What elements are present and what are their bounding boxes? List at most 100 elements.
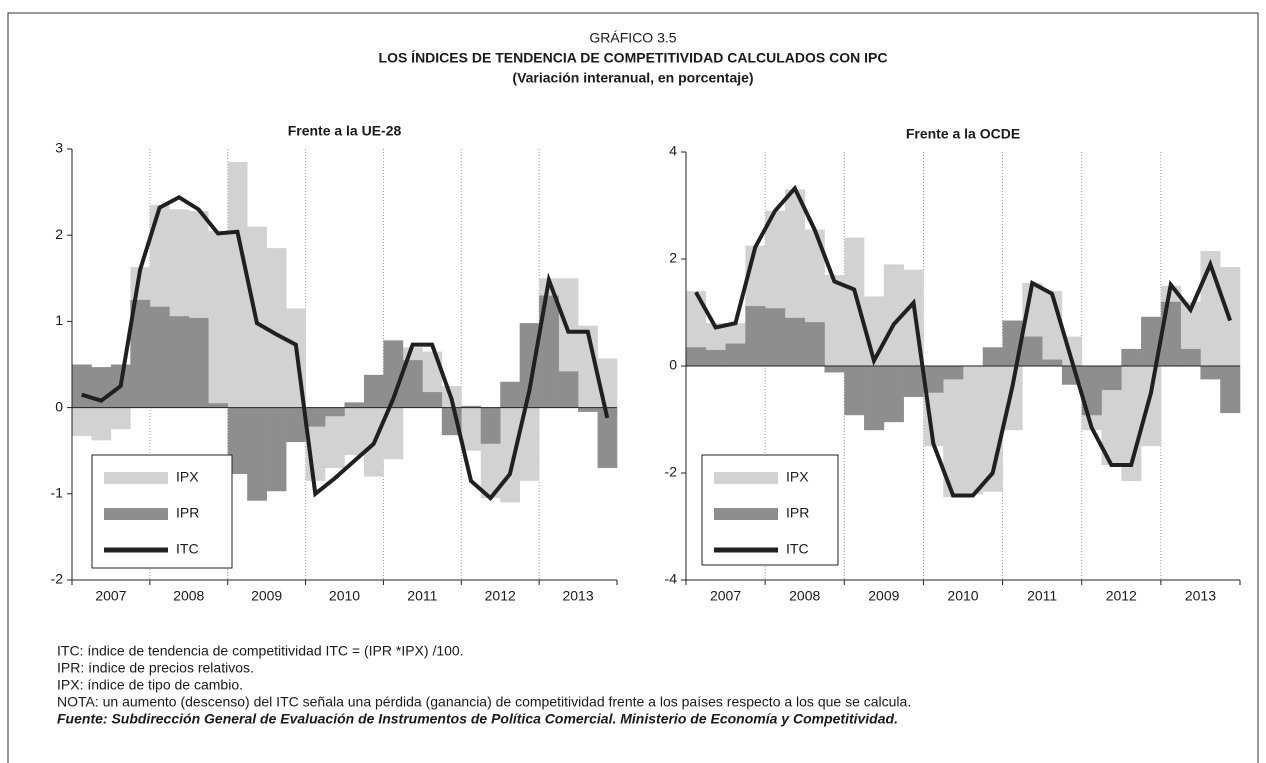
x-tick-label: 2010 [329, 588, 360, 604]
bar [519, 323, 540, 408]
legend-label: ITC [176, 541, 199, 557]
legend-label: ITC [786, 541, 809, 557]
y-tick-label: 3 [55, 140, 63, 156]
x-tick-label: 2008 [173, 588, 204, 604]
bar [923, 366, 944, 393]
line [694, 184, 1232, 498]
bar [344, 402, 365, 408]
bar [461, 407, 482, 451]
bar [383, 340, 404, 408]
bar [686, 347, 707, 366]
bar [72, 407, 92, 437]
panel-title: Frente a la UE-28 [288, 123, 402, 139]
bar [1180, 348, 1201, 366]
bar [1200, 366, 1221, 380]
bar [208, 230, 229, 408]
bar [1141, 366, 1162, 447]
x-tick-label: 2011 [1027, 588, 1057, 604]
bar [784, 317, 806, 366]
legend-label: IPX [786, 469, 809, 485]
x-tick-label: 2013 [1185, 588, 1216, 604]
bar [110, 407, 131, 430]
bar [1081, 366, 1102, 416]
bar [982, 347, 1003, 366]
y-tick-label: 4 [669, 143, 677, 159]
bar [480, 407, 501, 444]
legend-swatch [104, 508, 168, 520]
bar [1101, 366, 1122, 391]
legend-label: IPR [176, 505, 199, 521]
bar [383, 407, 404, 460]
bar [208, 403, 229, 408]
bar [149, 306, 170, 408]
bar [1220, 366, 1241, 414]
bar [461, 405, 482, 408]
bar [325, 407, 345, 417]
bar [705, 349, 726, 366]
bar [266, 248, 287, 408]
bar [539, 295, 559, 408]
bar [844, 366, 865, 416]
figure-title: LOS ÍNDICES DE TENDENCIA DE COMPETITIVID… [379, 50, 888, 66]
bar [91, 407, 112, 441]
bar [1022, 336, 1043, 366]
bar [500, 381, 520, 408]
x-tick-label: 2009 [251, 588, 282, 604]
bar [188, 317, 209, 408]
y-tick-label: 0 [55, 398, 63, 414]
x-tick-label: 2010 [947, 588, 978, 604]
bar [402, 360, 423, 408]
bar [578, 407, 598, 412]
bar [325, 407, 345, 468]
bar [844, 237, 865, 366]
y-tick-label: 2 [55, 226, 63, 242]
y-tick-label: -4 [665, 571, 678, 587]
bar [422, 392, 443, 408]
bar [963, 366, 984, 495]
bar [169, 316, 190, 408]
x-tick-label: 2012 [485, 588, 516, 604]
bar [558, 371, 579, 408]
x-tick-label: 2008 [789, 588, 820, 604]
bar [597, 407, 618, 468]
bar [725, 343, 746, 366]
bar [500, 407, 520, 503]
legend-swatch [714, 508, 778, 520]
bar [943, 366, 964, 380]
x-tick-label: 2012 [1106, 588, 1137, 604]
y-tick-label: 0 [669, 357, 677, 373]
legend-swatch [104, 472, 168, 484]
bar [286, 407, 306, 443]
note: NOTA: un aumento (descenso) del ITC seña… [57, 694, 911, 710]
y-tick-label: -2 [665, 464, 678, 480]
y-tick-label: 2 [669, 250, 677, 266]
x-tick-label: 2013 [562, 588, 593, 604]
bar [1121, 348, 1142, 366]
bar [363, 374, 384, 408]
note: IPX: índice de tipo de cambio. [57, 677, 243, 693]
bar [864, 366, 885, 431]
figure-subtitle: (Variación interanual, en porcentaje) [512, 70, 753, 86]
bar [883, 366, 904, 423]
y-tick-label: -1 [51, 485, 64, 501]
y-tick-label: -2 [51, 571, 64, 587]
legend-label: IPR [786, 505, 809, 521]
bar [1042, 291, 1063, 366]
x-tick-label: 2009 [868, 588, 899, 604]
x-tick-label: 2007 [710, 588, 741, 604]
bar [804, 322, 825, 366]
y-tick-label: 1 [55, 312, 63, 328]
line [81, 194, 610, 501]
source: Fuente: Subdirección General de Evaluaci… [57, 711, 898, 727]
bar [72, 364, 92, 408]
note: IPR: índice de precios relativos. [57, 660, 254, 676]
bar [266, 407, 287, 492]
bar [519, 407, 540, 481]
bar [227, 407, 248, 474]
bar [1101, 366, 1122, 465]
bar [883, 264, 904, 366]
bar [745, 306, 766, 366]
x-tick-label: 2011 [407, 588, 437, 604]
frame [7, 12, 1259, 763]
bar [247, 407, 267, 501]
